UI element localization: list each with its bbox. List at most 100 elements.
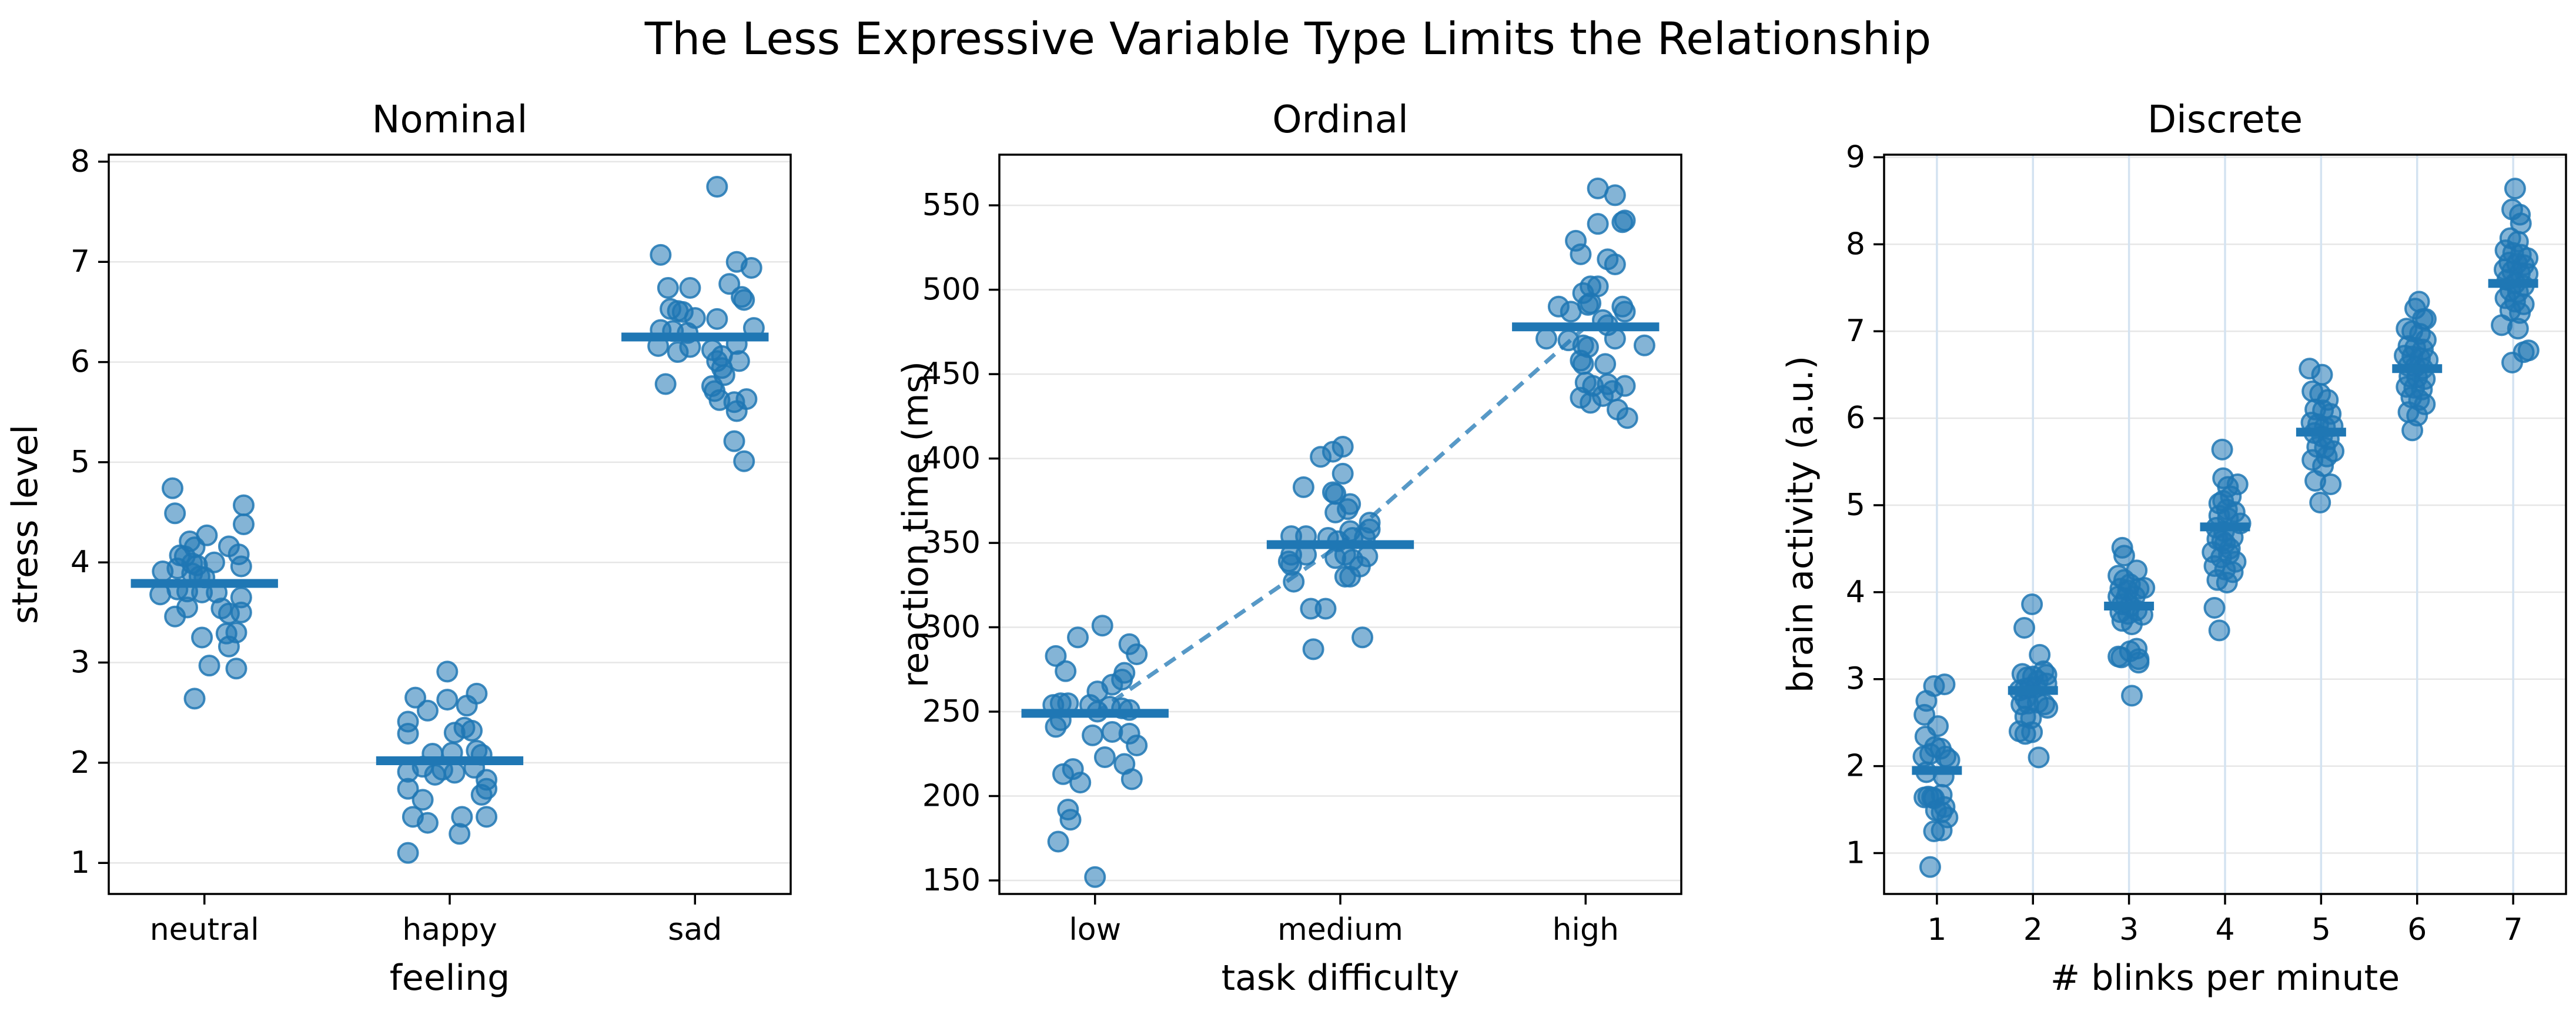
y-tick-label: 9	[1846, 139, 1865, 175]
data-point	[161, 477, 183, 499]
data-point	[1604, 253, 1626, 276]
data-point	[1314, 598, 1337, 620]
data-point	[1055, 660, 1077, 682]
data-point	[412, 789, 434, 811]
x-tick-label: 6	[2407, 912, 2427, 947]
data-point	[1111, 669, 1133, 691]
series-2	[2008, 593, 2059, 769]
panel-discrete: 1 2 3 4 5 6 7 8 9 1 2 3 4 5 6 7 Discrete # blinks per min…	[1780, 98, 2567, 999]
x-tick-label: medium	[1277, 912, 1403, 947]
data-point	[1633, 334, 1655, 356]
x-tick-label: sad	[668, 912, 722, 947]
data-point	[218, 635, 240, 658]
data-point	[2507, 318, 2529, 340]
data-point	[1283, 570, 1305, 593]
data-point	[654, 373, 677, 395]
panel-title: Ordinal	[1272, 98, 1409, 142]
data-point	[2036, 697, 2059, 719]
x-tick-label: neutral	[150, 912, 259, 947]
y-tick-label: 8	[71, 144, 90, 179]
x-axis-label: task difficulty	[1222, 957, 1460, 999]
x-tick-label: 2	[2023, 912, 2043, 947]
data-point	[1535, 328, 1558, 350]
data-point	[706, 176, 728, 198]
data-point	[1126, 643, 1148, 665]
data-point	[740, 256, 762, 279]
data-point	[1614, 375, 1636, 397]
x-axis-label: feeling	[390, 957, 510, 999]
panel-nominal: 1 2 3 4 5 6 7 8 neutral happy sad Nominal feeling str…	[5, 98, 792, 999]
data-point	[1572, 353, 1594, 375]
data-point	[2208, 619, 2230, 642]
data-point	[1045, 645, 1067, 667]
panel-background	[109, 155, 791, 894]
figure-title: The Less Expressive Variable Type Limits…	[644, 12, 1932, 65]
data-point	[1591, 385, 1614, 407]
data-point	[2501, 351, 2524, 373]
data-point	[191, 626, 213, 649]
data-point	[416, 699, 439, 722]
data-point	[2021, 593, 2043, 616]
data-point	[2013, 616, 2036, 639]
y-tick-label: 8	[1846, 226, 1865, 262]
data-point	[1091, 615, 1113, 637]
data-point	[404, 686, 427, 709]
data-point	[1616, 407, 1638, 429]
x-tick-label: 5	[2311, 912, 2331, 947]
data-point	[657, 277, 679, 299]
data-point	[1351, 626, 1374, 649]
data-point	[1069, 772, 1092, 794]
data-point	[1047, 830, 1069, 853]
data-point	[725, 400, 748, 422]
data-point	[443, 762, 466, 784]
data-point	[2320, 473, 2342, 495]
data-point	[1604, 328, 1626, 350]
data-point	[397, 778, 419, 800]
y-axis-label: brain activity (a.u.)	[1780, 356, 1821, 693]
y-tick-label: 4	[1846, 575, 1865, 610]
data-point	[2127, 652, 2150, 674]
data-point	[1580, 292, 1602, 315]
data-point	[733, 450, 755, 472]
data-point	[1082, 724, 1104, 746]
data-point	[1570, 243, 1592, 265]
data-point	[1604, 184, 1626, 206]
data-point	[2316, 445, 2338, 468]
data-point	[1614, 301, 1636, 323]
data-point	[198, 655, 220, 677]
y-tick-label: 350	[922, 525, 981, 560]
data-point	[436, 660, 459, 683]
y-axis-label: reaction time (ms)	[895, 361, 936, 688]
data-point	[1337, 498, 1359, 520]
data-point	[416, 812, 439, 834]
data-point	[232, 494, 255, 516]
x-tick-label: happy	[402, 912, 497, 947]
data-point	[476, 806, 498, 828]
data-point	[1594, 353, 1617, 375]
data-point	[679, 277, 701, 299]
data-point	[1339, 565, 1361, 588]
y-tick-label: 2	[1846, 749, 1865, 784]
data-point	[397, 722, 419, 745]
data-point	[1587, 213, 1609, 235]
y-tick-label: 5	[71, 445, 90, 480]
y-tick-label: 3	[1846, 662, 1865, 697]
data-point	[225, 658, 247, 680]
data-point	[1933, 673, 1956, 696]
series-medium	[1277, 435, 1381, 660]
data-point	[461, 719, 483, 742]
data-point	[1059, 809, 1082, 831]
data-point	[1126, 734, 1148, 756]
y-tick-label: 150	[922, 863, 981, 898]
data-point	[2021, 721, 2043, 743]
data-point	[2121, 685, 2143, 707]
x-tick-label: 4	[2215, 912, 2234, 947]
data-point	[232, 513, 255, 535]
data-point	[203, 551, 225, 573]
data-point	[1931, 819, 1953, 842]
x-tick-label: low	[1069, 912, 1121, 947]
data-point	[733, 289, 755, 311]
data-point	[2309, 492, 2331, 514]
y-tick-label: 6	[71, 345, 90, 380]
